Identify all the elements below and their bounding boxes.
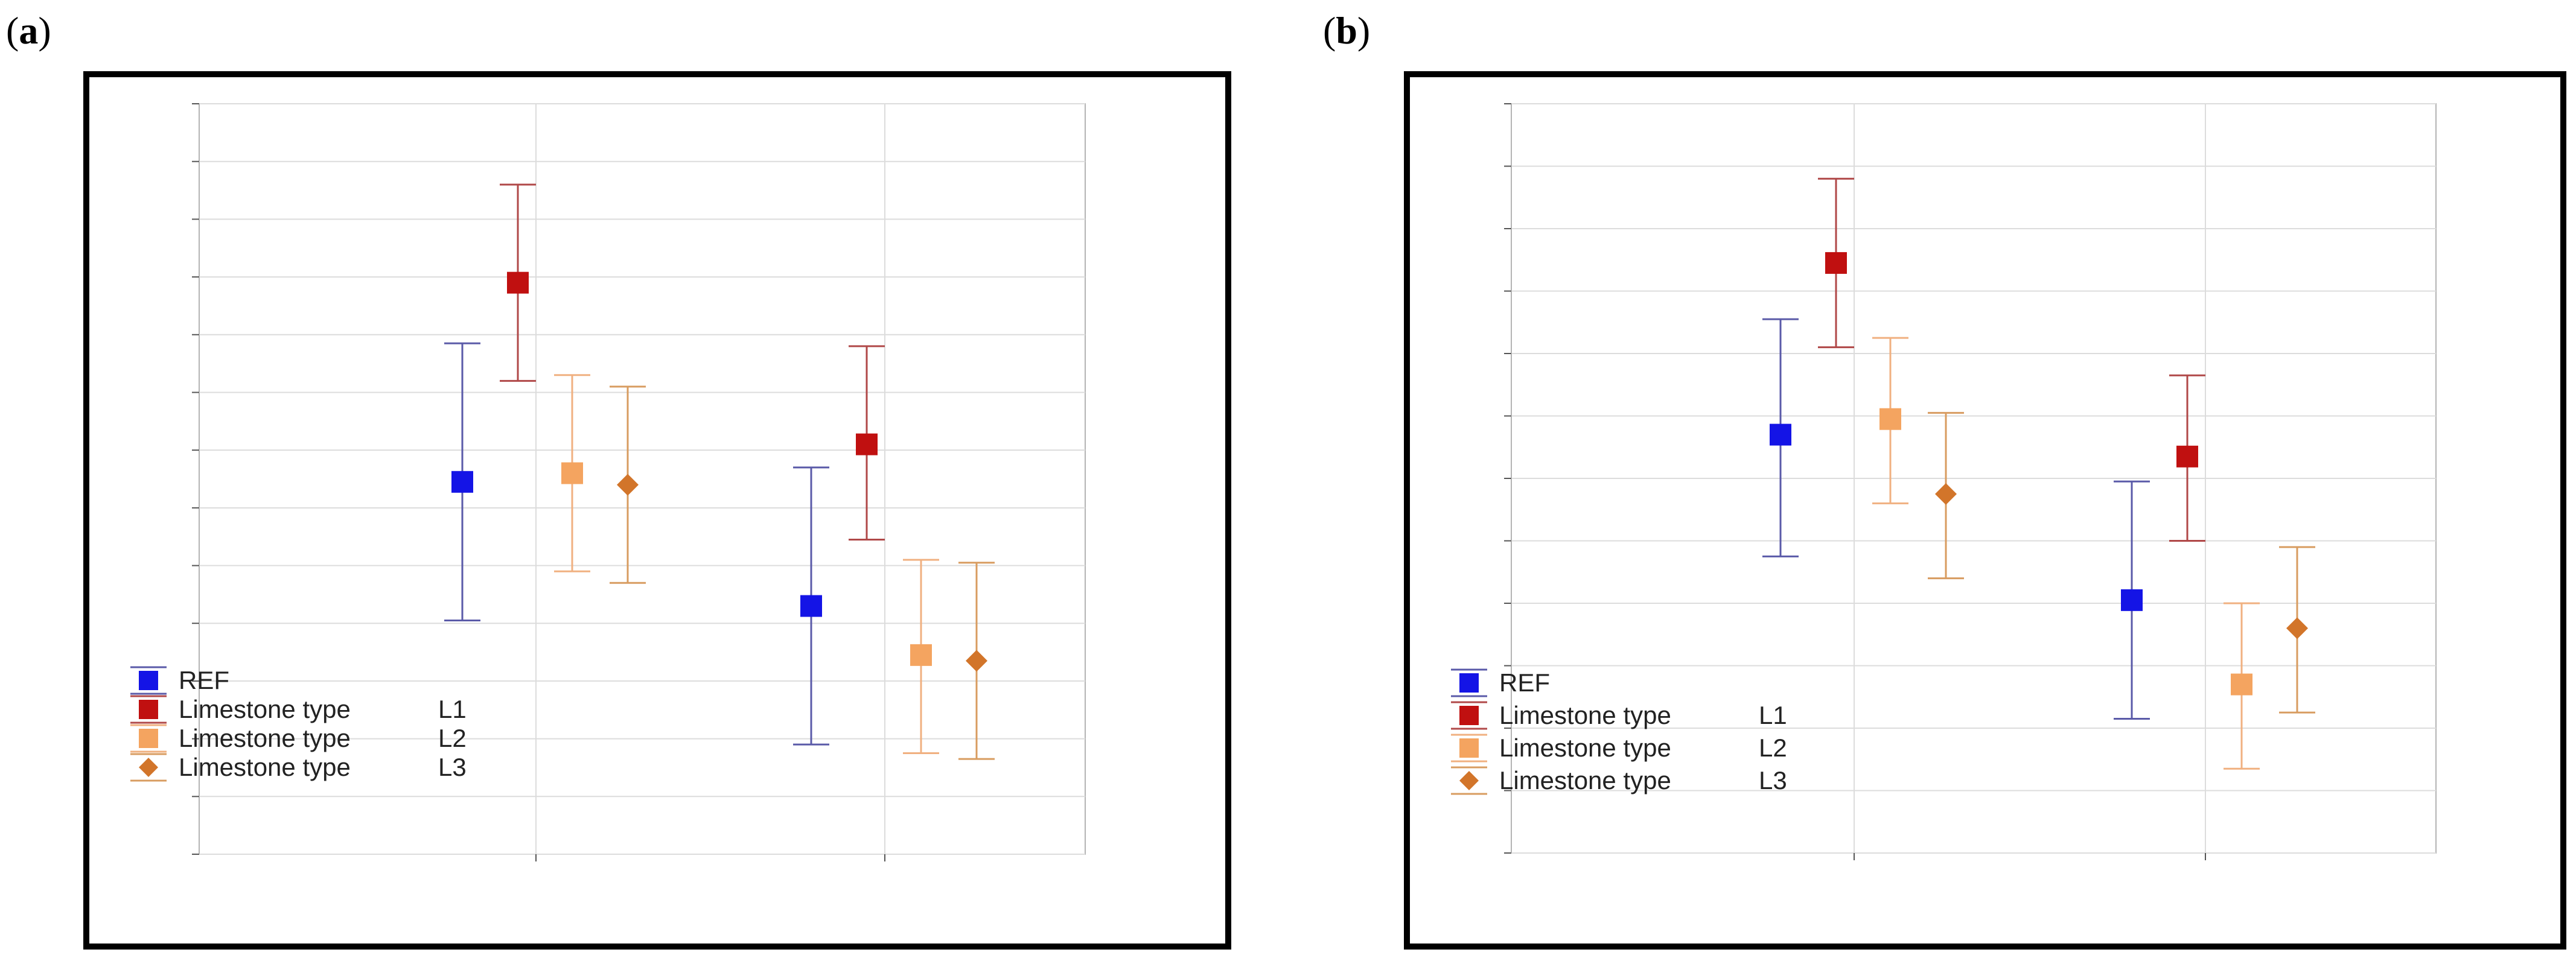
legend-label: REF	[179, 666, 229, 694]
legend-marker	[139, 758, 158, 777]
panel-label-a: (a)	[6, 9, 51, 52]
legend-label-suffix: L2	[1759, 734, 1787, 762]
mean-marker	[2286, 617, 2308, 639]
mean-marker	[561, 462, 583, 484]
mean-marker	[451, 471, 473, 493]
mean-marker	[1825, 252, 1847, 274]
legend-label: Limestone type	[179, 695, 351, 723]
legend-label: Limestone type	[179, 753, 351, 781]
mean-marker	[856, 433, 878, 455]
legend-marker	[139, 700, 158, 719]
legend-label: REF	[1499, 668, 1550, 697]
mean-marker	[800, 595, 822, 617]
panel-letter: a	[19, 9, 39, 52]
legend-label-suffix: L3	[1759, 766, 1787, 794]
legend-marker	[1459, 706, 1479, 725]
mean-marker	[617, 474, 639, 496]
mean-marker	[507, 271, 529, 294]
legend-marker	[1459, 673, 1479, 693]
legend-marker	[1459, 738, 1479, 758]
legend-label: Limestone type	[1499, 701, 1671, 729]
legend-label-suffix: L1	[1759, 701, 1787, 729]
legend-label: Limestone type	[1499, 734, 1671, 762]
legend-marker	[139, 729, 158, 748]
mean-marker	[2231, 673, 2252, 696]
legend-label: Limestone type	[1499, 766, 1671, 794]
mean-marker	[1935, 483, 1957, 505]
panel-letter: b	[1336, 9, 1357, 52]
plot-area	[199, 103, 1086, 855]
mean-marker	[966, 650, 987, 672]
legend-marker	[1459, 771, 1479, 790]
mean-marker	[2121, 589, 2143, 611]
chart-panel-a: REF Limestone type L1 Limestone type L2 Limes…	[83, 71, 1231, 950]
mean-marker	[910, 644, 932, 666]
legend-marker	[139, 671, 158, 690]
chart-svg: REF Limestone type L1 Limestone type L2 Limes…	[1451, 103, 2437, 860]
mean-marker	[1879, 408, 1901, 430]
legend-label-suffix: L2	[438, 724, 467, 752]
legend-label-suffix: L1	[438, 695, 467, 723]
legend-label-suffix: L3	[438, 753, 467, 781]
mean-marker	[2176, 445, 2198, 468]
mean-marker	[1770, 423, 1791, 446]
panel-label-b: (b)	[1323, 9, 1371, 52]
legend-label: Limestone type	[179, 724, 351, 752]
chart-panel-b: REF Limestone type L1 Limestone type L2 Limes…	[1404, 71, 2566, 950]
